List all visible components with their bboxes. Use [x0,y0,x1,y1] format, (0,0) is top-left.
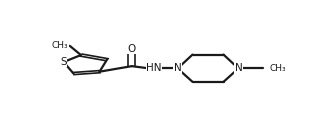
Text: CH₃: CH₃ [52,41,68,50]
Text: S: S [60,57,67,67]
Text: O: O [128,44,136,54]
Text: N: N [174,63,181,73]
Text: CH₃: CH₃ [269,64,286,73]
Text: HN: HN [146,63,162,73]
Text: N: N [235,63,242,73]
